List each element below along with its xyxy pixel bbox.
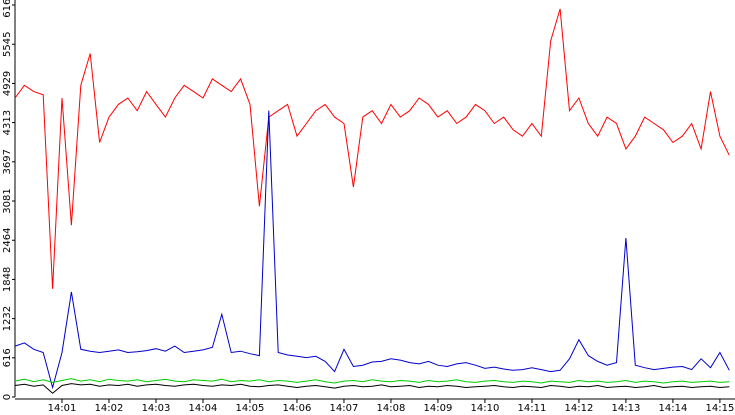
x-tick-label: 14:13 <box>612 403 641 414</box>
y-tick-label: 4929 <box>2 71 13 96</box>
series-line <box>14 8 730 289</box>
x-tick-label: 14:07 <box>330 403 359 414</box>
y-tick-label: 0 <box>2 394 13 400</box>
x-tick-label: 14:01 <box>48 403 77 414</box>
y-tick-label: 3081 <box>2 188 13 213</box>
x-tick-label: 14:11 <box>518 403 547 414</box>
x-tick-label: 14:08 <box>377 403 406 414</box>
y-tick-label: 3697 <box>2 149 13 174</box>
x-tick-label: 14:05 <box>236 403 265 414</box>
y-tick-label: 5545 <box>2 32 13 57</box>
y-tick-label: 1848 <box>2 267 13 292</box>
y-tick-label: 6162 <box>2 0 13 18</box>
x-tick-label: 14:06 <box>283 403 312 414</box>
y-tick-label: 4313 <box>2 110 13 135</box>
x-tick-label: 14:14 <box>658 403 687 414</box>
x-tick-label: 14:12 <box>565 403 594 414</box>
y-tick-label: 2464 <box>2 228 13 253</box>
x-tick-label: 14:10 <box>471 403 500 414</box>
x-tick-label: 14:09 <box>424 403 453 414</box>
x-tick-label: 14:02 <box>95 403 124 414</box>
series-line <box>14 383 730 394</box>
series-line <box>14 378 730 384</box>
y-tick-label: 616 <box>2 348 13 367</box>
x-tick-label: 14:04 <box>189 403 218 414</box>
series-line <box>14 110 730 390</box>
x-tick-label: 14:03 <box>142 403 171 414</box>
x-tick-label: 14:15 <box>705 403 734 414</box>
y-tick-label: 1232 <box>2 306 13 331</box>
